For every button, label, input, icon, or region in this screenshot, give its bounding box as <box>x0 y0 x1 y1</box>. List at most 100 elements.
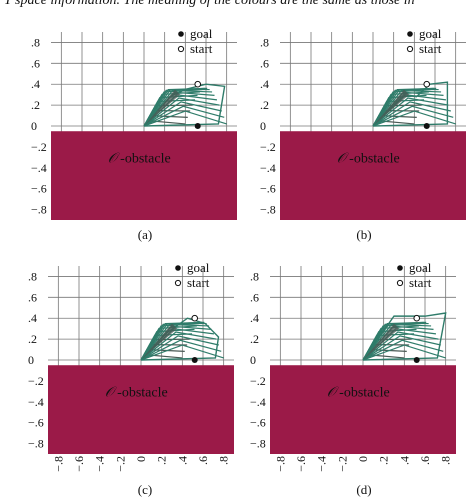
y-tick-label: .8 <box>31 35 40 49</box>
y-tick-label: .6 <box>28 290 37 304</box>
y-tick-label: −.8 <box>31 203 47 217</box>
x-tick-label: −.4 <box>93 456 107 472</box>
obstacle-label: 𝒪 -obstacle <box>327 386 390 401</box>
y-tick-label: −.8 <box>28 437 44 451</box>
start-legend-label: start <box>419 41 442 56</box>
panel-c: 𝒪 -obstacle .8 .6 .4 .2 0 −.2 −.4 −.6 −.8 −.8 −.6 −.… <box>28 260 234 497</box>
y-tick-label: −.2 <box>31 140 47 154</box>
panel-a: 𝒪 -obstacle .8 .6 .4 .2 0 −.2 −.4 −.6 −.8 goalstar… <box>31 26 237 242</box>
goal-legend-marker <box>178 31 184 37</box>
arm-base-link <box>144 89 181 126</box>
obstacle-region <box>51 131 237 220</box>
arm-link <box>362 331 439 361</box>
y-tick-label: −.6 <box>31 182 47 196</box>
y-tick-label: 0 <box>250 353 256 367</box>
y-tick-label: −.6 <box>28 416 44 430</box>
arm-link <box>372 88 439 127</box>
x-tick-label: .6 <box>196 456 210 465</box>
goal-marker <box>194 123 201 129</box>
arm-trajectory <box>140 317 224 361</box>
caption-text: T space information. The meaning of the … <box>4 0 415 8</box>
y-tick-label: .2 <box>28 332 37 346</box>
panel-d: 𝒪 -obstacle .8 .6 .4 .2 0 −.2 −.4 −.6 −.8 −.8 −.6 −.… <box>250 260 456 497</box>
arm-link <box>140 331 217 361</box>
y-tick-label: .6 <box>250 290 259 304</box>
arm-base-link <box>363 323 400 360</box>
obstacle-region <box>48 365 234 454</box>
obstacle-region <box>270 365 456 454</box>
y-tick-label: −.4 <box>31 161 47 175</box>
y-tick-label: .2 <box>260 98 269 112</box>
x-tick-label: −.2 <box>113 456 127 472</box>
x-tick-label: 0 <box>134 456 148 462</box>
arm-link <box>362 335 441 361</box>
obstacle-label: 𝒪 -obstacle <box>108 152 171 167</box>
arm-trajectory <box>362 312 447 361</box>
goal-marker <box>413 357 420 363</box>
goal-legend-marker <box>397 265 403 271</box>
y-tick-label: −.2 <box>260 140 276 154</box>
start-legend-label: start <box>409 275 432 290</box>
arm-link <box>362 344 446 361</box>
y-tick-label: .2 <box>250 332 259 346</box>
arm-base-link <box>373 89 410 126</box>
y-tick-label: −.4 <box>260 161 276 175</box>
start-marker <box>423 80 431 88</box>
y-tick-label: −.8 <box>260 203 276 217</box>
y-tick-label: .4 <box>250 311 259 325</box>
x-tick-label: −.2 <box>335 456 349 472</box>
goal-legend-label: goal <box>187 260 210 275</box>
y-tick-label: −.2 <box>28 374 44 388</box>
start-legend-marker <box>406 45 414 53</box>
y-tick-label: −.2 <box>250 374 266 388</box>
goal-legend-label: goal <box>190 26 213 41</box>
arm-link <box>143 88 210 127</box>
arm-link <box>143 97 220 127</box>
y-tick-label: −.4 <box>250 395 266 409</box>
start-marker <box>413 314 421 322</box>
y-tick-label: .6 <box>31 56 40 70</box>
panel-b: 𝒪 -obstacle .8 .6 .4 .2 0 −.2 −.4 −.6 −.8 goalstar… <box>260 26 466 242</box>
y-tick-label: .6 <box>260 56 269 70</box>
x-tick-label: .8 <box>439 456 453 465</box>
arm-base-link <box>141 323 178 360</box>
obstacle-region <box>280 131 466 220</box>
arm-link <box>362 339 444 361</box>
panel-caption: (d) <box>356 482 371 497</box>
y-tick-label: 0 <box>28 353 34 367</box>
goal-marker <box>423 123 430 129</box>
arm-link <box>143 105 225 127</box>
arm-link <box>140 344 224 361</box>
x-tick-label: −.8 <box>51 456 65 472</box>
y-tick-label: .2 <box>31 98 40 112</box>
x-tick-label: .6 <box>418 456 432 465</box>
y-tick-label: .4 <box>260 77 269 91</box>
y-tick-label: .8 <box>28 269 37 283</box>
start-marker <box>194 80 202 88</box>
start-legend-label: start <box>187 275 210 290</box>
arm-link <box>362 323 432 361</box>
arm-link <box>140 322 207 361</box>
arm-trajectory <box>143 83 227 127</box>
y-tick-label: .8 <box>250 269 259 283</box>
y-tick-label: −.4 <box>28 395 44 409</box>
y-tick-label: .4 <box>31 77 40 91</box>
y-tick-label: −.8 <box>250 437 266 451</box>
arm-link <box>372 105 454 127</box>
arm-hull <box>362 312 447 361</box>
x-tick-label: −.8 <box>273 456 287 472</box>
y-tick-label: −.6 <box>250 416 266 430</box>
x-tick-label: −.6 <box>72 456 86 472</box>
x-tick-label: 0 <box>356 456 370 462</box>
x-tick-label: −.4 <box>315 456 329 472</box>
arm-link <box>143 101 222 127</box>
arm-link <box>140 323 210 361</box>
y-tick-label: −.6 <box>260 182 276 196</box>
start-legend-marker <box>396 279 404 287</box>
goal-marker <box>191 357 198 363</box>
y-tick-label: .4 <box>28 311 37 325</box>
panel-caption: (c) <box>138 482 152 497</box>
arm-link <box>372 97 449 127</box>
arm-link <box>372 110 456 127</box>
x-tick-label: .8 <box>217 456 231 465</box>
